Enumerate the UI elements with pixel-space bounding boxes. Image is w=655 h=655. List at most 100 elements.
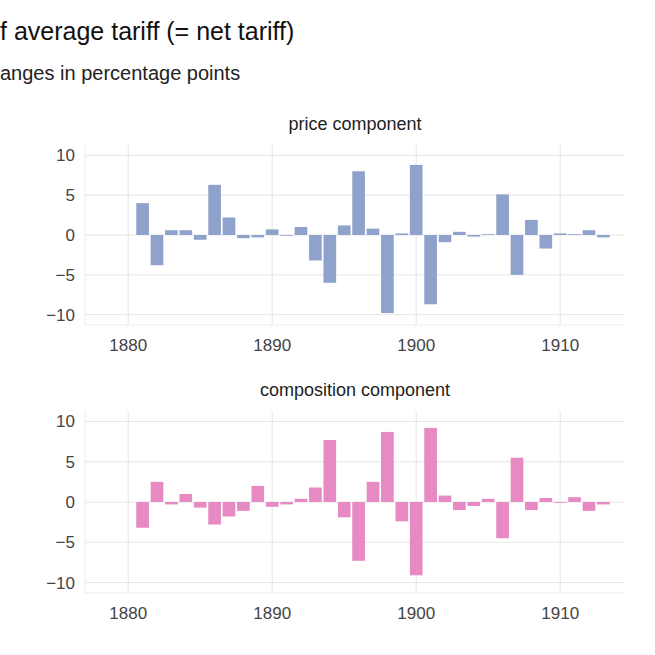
bar (539, 235, 552, 249)
grid-line (85, 314, 625, 315)
bar (568, 234, 581, 236)
bar (251, 486, 264, 502)
bar (597, 502, 610, 504)
y-tick-label: 5 (66, 186, 75, 205)
panel-title: price component (288, 114, 421, 134)
panel-title: composition component (260, 380, 450, 400)
bar (439, 235, 452, 242)
figure: f average tariff (= net tariff) anges in … (0, 0, 655, 655)
bar (208, 185, 221, 235)
bar (395, 233, 408, 235)
y-tick-label: −5 (56, 266, 75, 285)
bar (223, 217, 236, 235)
bar (151, 482, 164, 502)
bar (439, 496, 452, 502)
bar (266, 229, 279, 235)
bar (568, 497, 581, 502)
bar (367, 229, 380, 235)
y-tick-label: 0 (66, 226, 75, 245)
y-tick-label: −10 (46, 306, 75, 325)
subtitle: anges in percentage points (0, 62, 240, 84)
bar (151, 235, 164, 265)
axis-line (85, 145, 86, 325)
bar (496, 194, 509, 235)
bar (453, 502, 466, 510)
bar (381, 432, 394, 502)
grid-line (85, 274, 625, 275)
bar (410, 165, 423, 235)
x-tick-label: 1880 (109, 604, 147, 623)
bar (266, 502, 279, 507)
grid-line (128, 411, 129, 593)
bar (410, 502, 423, 575)
bar (597, 235, 610, 237)
bar (251, 235, 264, 237)
bar (295, 227, 308, 235)
panel: price component −10 −5 0 5 10 1880 1890 1900 1910 (46, 114, 625, 355)
bar (237, 235, 250, 238)
bar (323, 235, 336, 283)
bars (136, 428, 609, 575)
bar (511, 458, 524, 502)
bar (395, 502, 408, 521)
bar (554, 502, 567, 504)
title: f average tariff (= net tariff) (0, 17, 294, 45)
bar (237, 502, 250, 511)
y-tick-label: −5 (56, 533, 75, 552)
bar (424, 428, 437, 502)
bar (179, 494, 192, 502)
y-tick-label: 10 (56, 412, 75, 431)
bar (381, 235, 394, 313)
axis-line (85, 325, 625, 326)
y-tick-label: 10 (56, 146, 75, 165)
bar (208, 502, 221, 525)
grid-line (85, 461, 625, 462)
bar (280, 502, 293, 504)
x-tick-label: 1890 (253, 336, 291, 355)
y-tick-label: −10 (46, 574, 75, 593)
grid-line (85, 582, 625, 583)
bar (554, 233, 567, 235)
axis-line (85, 593, 625, 594)
bar (136, 203, 149, 235)
bar (424, 235, 437, 304)
bar (194, 502, 207, 508)
x-tick-label: 1910 (541, 336, 579, 355)
y-tick-label: 5 (66, 453, 75, 472)
bar (482, 234, 495, 236)
bar (295, 499, 308, 502)
bars (136, 165, 609, 313)
bar (352, 171, 365, 235)
bar (309, 488, 322, 502)
bar (583, 230, 596, 235)
x-tick-label: 1900 (397, 604, 435, 623)
bar (179, 230, 192, 235)
x-tick-label: 1890 (253, 604, 291, 623)
bar (165, 230, 178, 235)
bar (453, 232, 466, 235)
bar (165, 502, 178, 504)
grid-line (128, 145, 129, 325)
grid-line (85, 155, 625, 156)
bar (496, 502, 509, 538)
bar (467, 502, 480, 506)
bar (323, 440, 336, 502)
x-tick-label: 1910 (541, 604, 579, 623)
bar (511, 235, 524, 275)
bar (280, 235, 293, 237)
bar (352, 502, 365, 561)
x-tick-label: 1900 (397, 336, 435, 355)
bar (309, 235, 322, 260)
bar (338, 502, 351, 517)
bar (525, 220, 538, 235)
bar (136, 502, 149, 528)
x-tick-label: 1880 (109, 336, 147, 355)
bar (539, 498, 552, 502)
bar (223, 502, 236, 516)
panel: composition component−10−505101880189019… (46, 380, 625, 623)
bar (467, 235, 480, 237)
bar (583, 502, 596, 511)
bar (367, 482, 380, 502)
bar (338, 225, 351, 235)
grid-line (85, 421, 625, 422)
